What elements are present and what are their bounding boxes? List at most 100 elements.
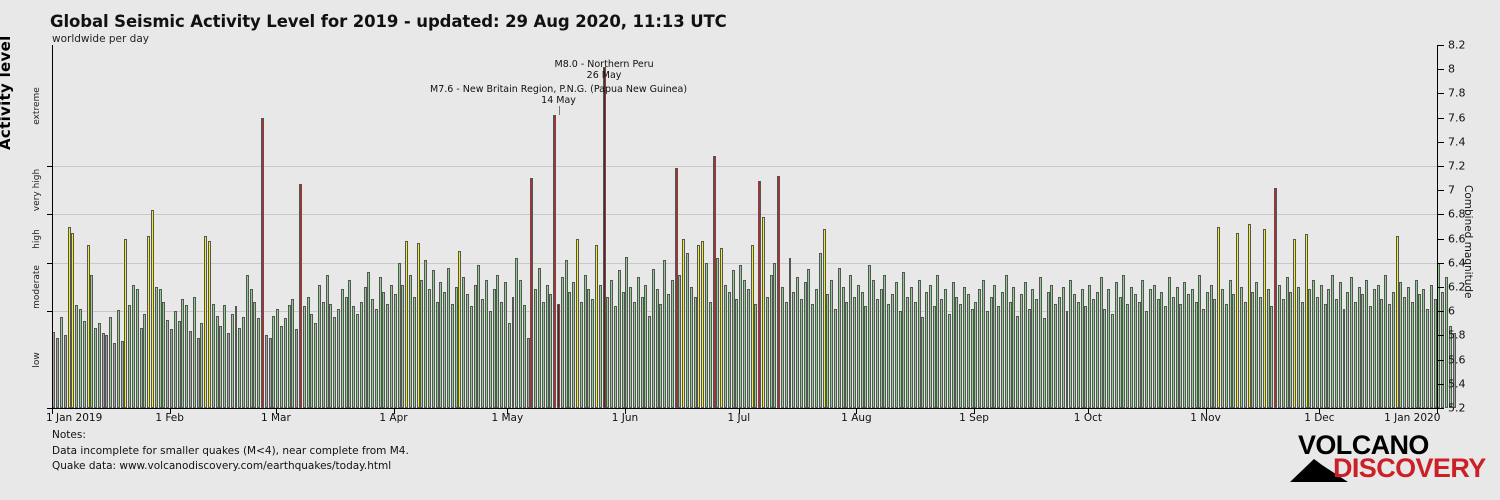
x-axis-tick [275,408,277,414]
bar [670,279,674,408]
y-axis-right-tick [1438,262,1444,264]
bar [1004,274,1008,408]
bar [989,296,993,408]
y-axis-category-label-low: low [32,351,42,368]
bar [545,284,549,408]
y-axis-left-title: Activity level [0,35,14,150]
bar [447,267,450,408]
bar [1376,284,1380,408]
bar [1050,284,1054,408]
bar [1202,308,1206,408]
bar [1312,279,1316,408]
bar [887,303,891,408]
y-axis-right-tick-label: 6.2 [1448,280,1466,294]
bar [158,289,162,408]
x-axis-line [52,408,1438,409]
bar [151,209,155,408]
y-axis-right-tick-label: 5.8 [1448,328,1466,342]
bar [553,115,557,408]
bar [215,316,219,408]
y-axis-right-tick [1438,287,1444,288]
quake-annotation-title: M7.6 - New Britain Region, P.N.G. (Papua… [430,84,688,95]
bar [686,253,690,408]
y-axis-left-tick [47,262,52,264]
y-axis-right-tick [1438,383,1444,385]
bar [1194,301,1198,408]
bar [860,291,864,408]
page-subtitle: worldwide per day [52,33,149,45]
bar [1365,279,1369,408]
bar [1236,232,1240,408]
bar [154,287,158,408]
y-axis-left-line [52,45,53,408]
bar [1137,301,1141,408]
bar [830,279,834,408]
bar [963,287,967,408]
bar [909,287,913,408]
y-axis-left-tick [47,408,52,409]
volcanodiscovery-logo[interactable]: VOLCANO DISCOVERY [1288,432,1486,484]
bar [655,289,659,408]
x-axis-tick-label: 1 Dec [1304,412,1335,424]
bar [162,301,166,408]
bar [492,289,496,408]
bar [815,289,819,408]
bar [1073,294,1077,408]
bar [777,175,781,408]
bar [1281,299,1285,408]
bar [856,284,860,408]
bar [185,305,189,408]
bar [955,296,959,408]
y-axis-right-tick [1438,141,1444,143]
bar [196,337,200,408]
bar [390,284,394,408]
bar [765,296,769,408]
bar [1338,282,1342,408]
bar [515,257,519,408]
bar [321,301,325,408]
bar [113,342,117,408]
bar [374,308,378,408]
bar [1418,294,1422,408]
bar [329,303,333,408]
bar [1285,277,1289,408]
bar [705,262,709,408]
logo-word-discovery: DISCOVERY [1333,453,1486,483]
bar [1179,303,1183,408]
gridline [52,262,1437,264]
bar [488,311,492,408]
bar [401,284,405,408]
bar [993,284,997,408]
y-axis-right-tick-label: 6.6 [1448,232,1466,246]
y-axis-right-tick [1438,238,1444,240]
bar [511,296,515,408]
bar [1342,308,1346,408]
bar [1167,277,1171,408]
bar [982,279,986,408]
bar [1274,187,1278,408]
bar [105,335,109,408]
bar [439,282,443,408]
bar [234,306,238,408]
bar [1209,284,1213,408]
bar [386,303,390,408]
x-axis-tick [1437,408,1438,414]
bar [583,274,587,408]
bar [132,284,136,408]
y-axis-right-tick-label: 7.8 [1448,86,1466,100]
bar [1152,284,1156,408]
bar [264,335,268,408]
bar [1448,325,1452,408]
bar [1334,299,1338,408]
bar [974,301,978,408]
bar [727,291,731,408]
bar [917,279,921,408]
bar [170,329,173,408]
bar [1088,284,1092,408]
bar [188,330,192,408]
bar [181,299,185,408]
bar [405,241,409,408]
bar [59,317,63,408]
bar [359,301,363,408]
bar [803,282,807,408]
